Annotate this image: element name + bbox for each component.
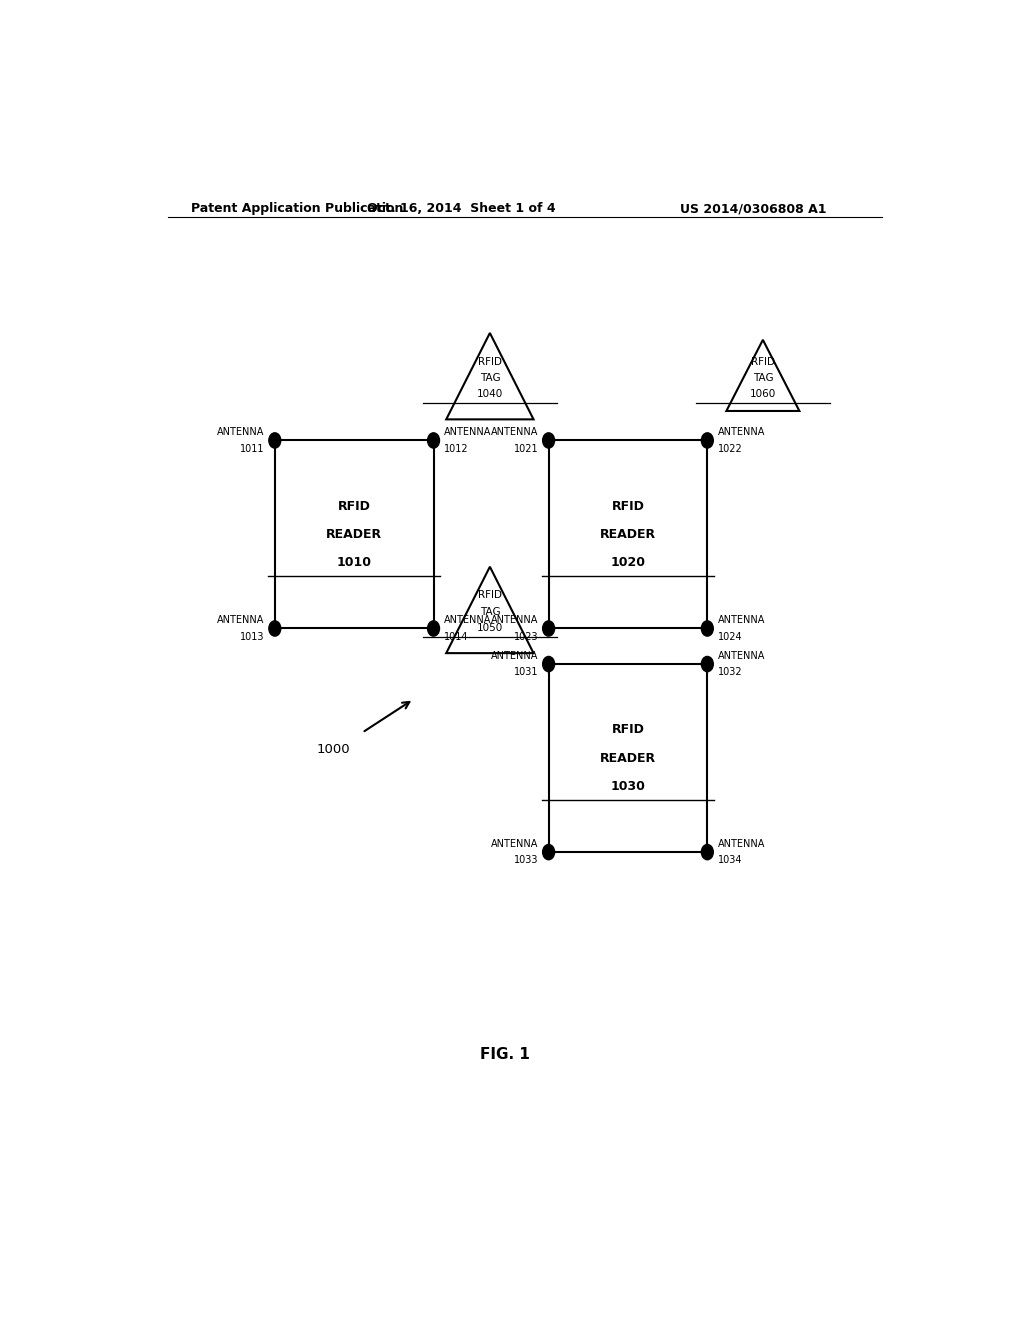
Text: RFID: RFID: [338, 499, 371, 512]
Text: READER: READER: [600, 751, 656, 764]
Text: RFID: RFID: [478, 590, 502, 601]
Text: 1021: 1021: [514, 444, 539, 454]
Bar: [549, 441, 708, 628]
Text: ANTENNA: ANTENNA: [718, 615, 765, 626]
Text: READER: READER: [600, 528, 656, 541]
Circle shape: [543, 656, 555, 672]
Text: ANTENNA: ANTENNA: [718, 651, 765, 661]
Text: TAG: TAG: [479, 607, 500, 616]
Bar: [549, 664, 708, 853]
Text: 1020: 1020: [610, 557, 645, 569]
Text: ANTENNA: ANTENNA: [490, 615, 539, 626]
Circle shape: [428, 433, 439, 447]
Circle shape: [701, 656, 714, 672]
Text: Patent Application Publication: Patent Application Publication: [191, 202, 403, 215]
Circle shape: [701, 845, 714, 859]
Bar: [274, 441, 433, 628]
Text: 1022: 1022: [718, 444, 742, 454]
Text: ANTENNA: ANTENNA: [718, 840, 765, 849]
Text: ANTENNA: ANTENNA: [443, 428, 492, 437]
Text: RFID: RFID: [611, 723, 644, 737]
Text: ANTENNA: ANTENNA: [217, 615, 264, 626]
Text: ANTENNA: ANTENNA: [490, 651, 539, 661]
Circle shape: [543, 620, 555, 636]
Text: 1024: 1024: [718, 631, 742, 642]
Circle shape: [269, 433, 281, 447]
Text: ANTENNA: ANTENNA: [718, 428, 765, 437]
Circle shape: [269, 620, 281, 636]
Text: 1030: 1030: [610, 780, 645, 793]
Text: READER: READER: [326, 528, 382, 541]
Text: 1023: 1023: [514, 631, 539, 642]
Text: 1033: 1033: [514, 855, 539, 865]
Text: RFID: RFID: [611, 499, 644, 512]
Circle shape: [543, 433, 555, 447]
Circle shape: [428, 620, 439, 636]
Circle shape: [701, 620, 714, 636]
Circle shape: [701, 433, 714, 447]
Text: 1013: 1013: [240, 631, 264, 642]
Text: ANTENNA: ANTENNA: [490, 428, 539, 437]
Text: 1014: 1014: [443, 631, 468, 642]
Text: 1034: 1034: [718, 855, 742, 865]
Text: 1010: 1010: [337, 557, 372, 569]
Text: 1050: 1050: [477, 623, 503, 634]
Text: 1031: 1031: [514, 667, 539, 677]
Text: 1000: 1000: [316, 743, 350, 756]
Text: TAG: TAG: [753, 374, 773, 383]
Text: ANTENNA: ANTENNA: [490, 840, 539, 849]
Text: RFID: RFID: [751, 356, 775, 367]
Text: TAG: TAG: [479, 374, 500, 383]
Text: ANTENNA: ANTENNA: [443, 615, 492, 626]
Text: 1032: 1032: [718, 667, 742, 677]
Text: US 2014/0306808 A1: US 2014/0306808 A1: [680, 202, 826, 215]
Text: 1011: 1011: [240, 444, 264, 454]
Text: 1060: 1060: [750, 389, 776, 399]
Text: ANTENNA: ANTENNA: [217, 428, 264, 437]
Text: 1012: 1012: [443, 444, 468, 454]
Circle shape: [543, 845, 555, 859]
Text: RFID: RFID: [478, 356, 502, 367]
Text: FIG. 1: FIG. 1: [480, 1047, 529, 1063]
Text: 1040: 1040: [477, 389, 503, 399]
Text: Oct. 16, 2014  Sheet 1 of 4: Oct. 16, 2014 Sheet 1 of 4: [367, 202, 556, 215]
